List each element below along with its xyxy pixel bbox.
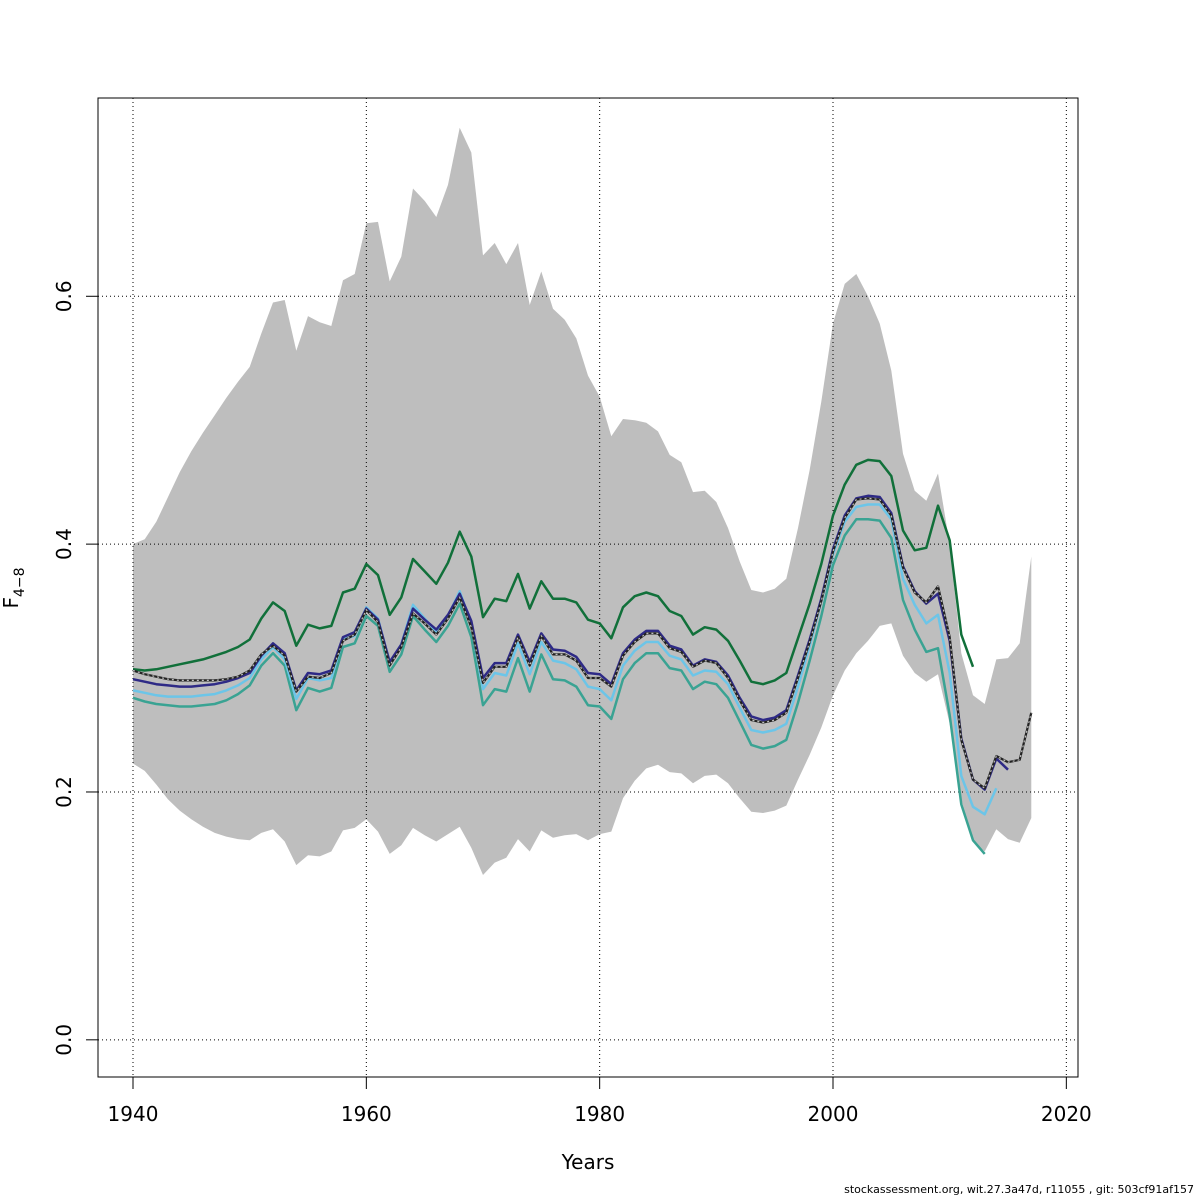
x-axis-title: Years (561, 1150, 615, 1174)
y-axis-title-main: F (0, 597, 23, 609)
series-layer (132, 458, 1033, 855)
grid-layer (98, 98, 1078, 1077)
y-axis-title-sub: 4−8 (12, 567, 28, 597)
footer-credit: stockassessment.org, wit.27.3a47d, r1105… (844, 1183, 1194, 1196)
x-tick-label-1940: 1940 (108, 1102, 159, 1126)
svg-text:F4−8: F4−8 (0, 567, 28, 608)
y-tick-label-0.6: 0.6 (52, 280, 76, 312)
y-tick-label-0.4: 0.4 (52, 528, 76, 560)
x-tick-label-1980: 1980 (574, 1102, 625, 1126)
confidence-band (133, 127, 1032, 875)
series-line-teal (132, 518, 986, 855)
x-tick-label-2020: 2020 (1041, 1102, 1092, 1126)
y-axis-title: F4−8 (0, 567, 28, 608)
series-line-black-dash (132, 497, 1032, 790)
x-axis: 1940 1960 1980 2000 2020 (108, 1076, 1092, 1126)
confidence-band-layer (133, 127, 1032, 875)
y-axis: 0.0 0.2 0.4 0.6 (52, 280, 99, 1056)
x-tick-label-2000: 2000 (808, 1102, 859, 1126)
y-tick-label-0.0: 0.0 (52, 1024, 76, 1056)
y-tick-label-0.2: 0.2 (52, 776, 76, 808)
series-line-lightblue (132, 503, 998, 816)
series-line-green (132, 458, 975, 686)
series-line-navy (132, 494, 1009, 791)
x-tick-label-1960: 1960 (341, 1102, 392, 1126)
